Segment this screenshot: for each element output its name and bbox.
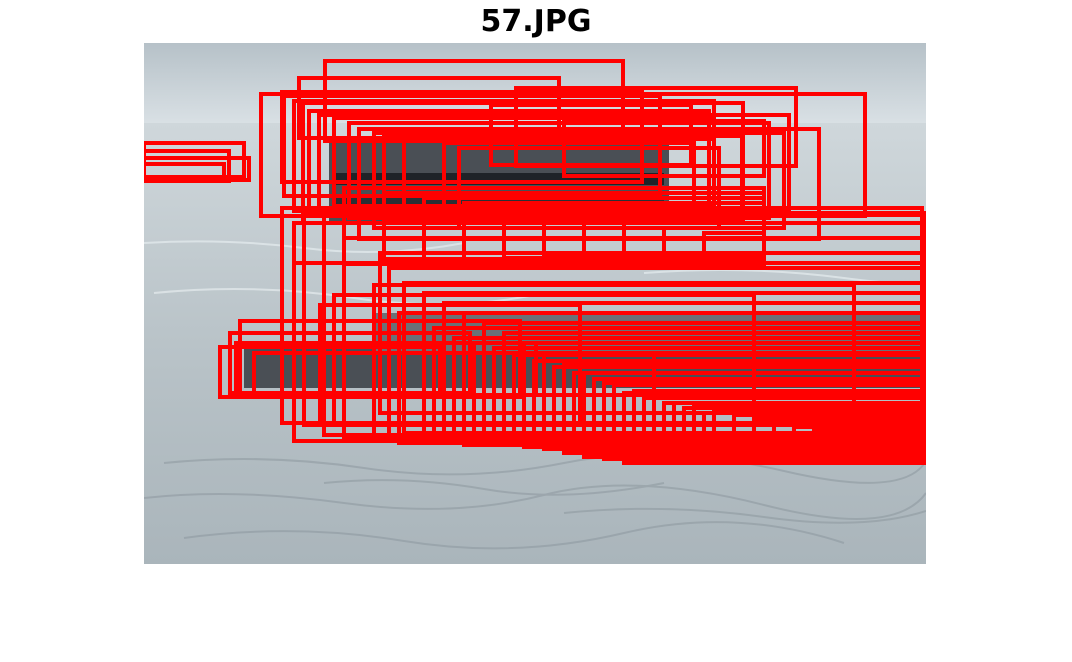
image-panel (144, 43, 926, 564)
scene-image (144, 43, 926, 564)
figure-title: 57.JPG (0, 0, 1072, 43)
